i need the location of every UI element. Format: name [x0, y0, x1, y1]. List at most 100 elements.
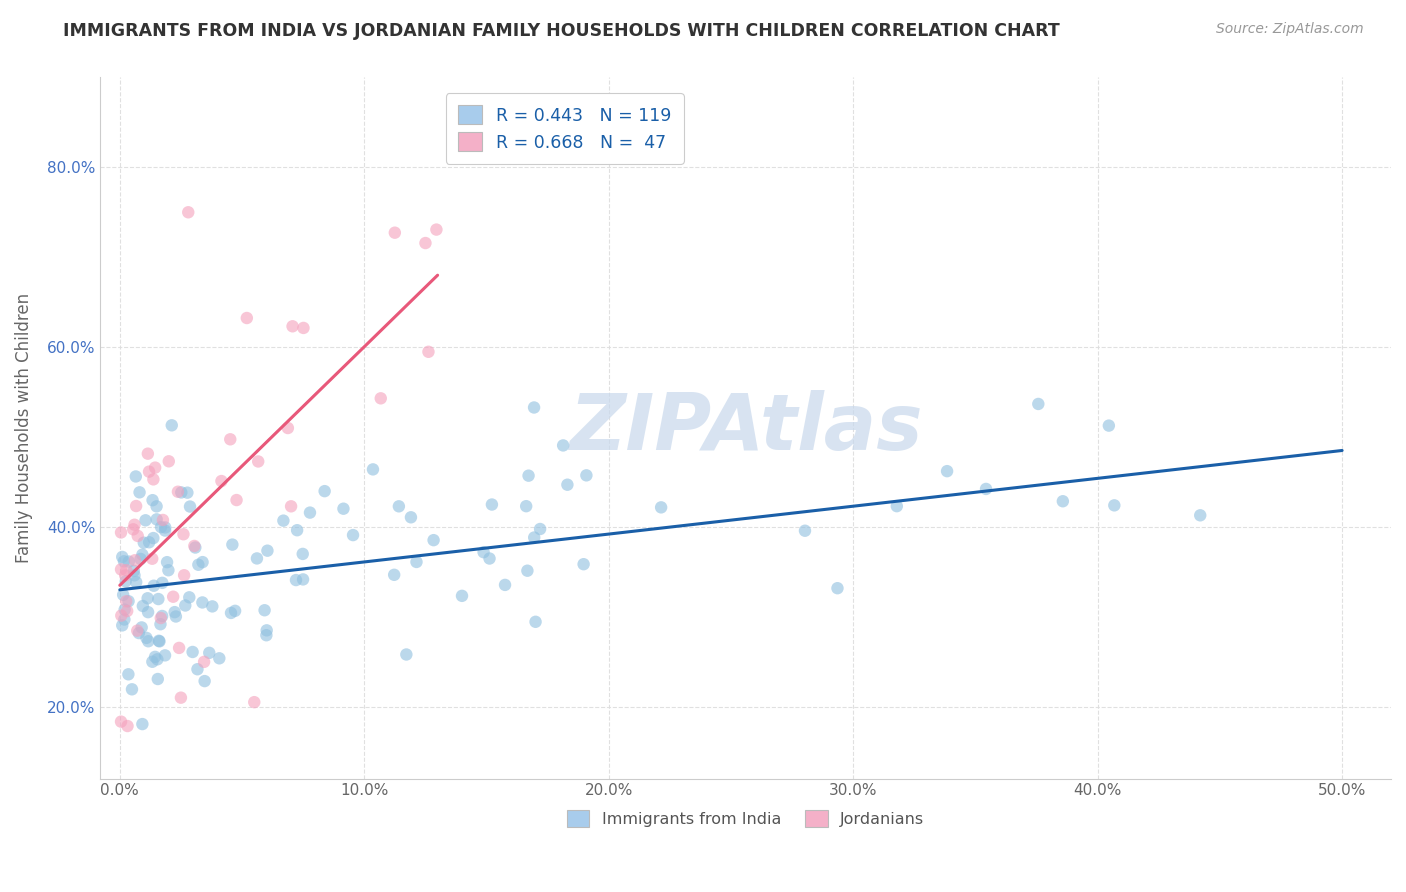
Point — [974, 482, 997, 496]
Point — [342, 528, 364, 542]
Point — [150, 575, 173, 590]
Point — [149, 611, 172, 625]
Point — [1026, 397, 1049, 411]
Point — [125, 499, 148, 513]
Point — [146, 652, 169, 666]
Point — [117, 667, 139, 681]
Point — [221, 538, 243, 552]
Point — [135, 631, 157, 645]
Point — [253, 603, 276, 617]
Point — [1189, 508, 1212, 523]
Point — [193, 655, 215, 669]
Point — [148, 592, 170, 607]
Text: ZIPAtlas: ZIPAtlas — [569, 390, 922, 466]
Point — [481, 498, 503, 512]
Point — [153, 524, 176, 538]
Point — [111, 549, 134, 564]
Point — [172, 527, 194, 541]
Text: Source: ZipAtlas.com: Source: ZipAtlas.com — [1216, 22, 1364, 37]
Point — [418, 344, 440, 359]
Point — [117, 594, 139, 608]
Point — [494, 578, 516, 592]
Point — [143, 649, 166, 664]
Point — [280, 500, 302, 514]
Point — [153, 648, 176, 663]
Point — [131, 548, 153, 562]
Point — [225, 493, 247, 508]
Point — [143, 460, 166, 475]
Point — [155, 520, 177, 534]
Point — [136, 634, 159, 648]
Point — [422, 533, 444, 548]
Point — [575, 468, 598, 483]
Point — [201, 599, 224, 614]
Point — [141, 551, 163, 566]
Point — [382, 567, 405, 582]
Point — [122, 522, 145, 536]
Point — [177, 205, 200, 219]
Point — [395, 648, 418, 662]
Point — [156, 555, 179, 569]
Point — [124, 568, 146, 582]
Point — [115, 563, 138, 577]
Point — [110, 608, 132, 623]
Point — [186, 662, 208, 676]
Point — [370, 392, 392, 406]
Point — [298, 506, 321, 520]
Point — [184, 541, 207, 555]
Point — [148, 633, 170, 648]
Point — [405, 555, 427, 569]
Point — [191, 555, 214, 569]
Point — [157, 454, 180, 468]
Point — [167, 640, 190, 655]
Point — [132, 599, 155, 613]
Point — [110, 562, 132, 576]
Point — [142, 493, 165, 508]
Point — [256, 543, 278, 558]
Point — [517, 468, 540, 483]
Point — [115, 604, 138, 618]
Point — [388, 500, 411, 514]
Point — [112, 554, 135, 568]
Point — [332, 501, 354, 516]
Point — [425, 222, 447, 236]
Point — [125, 575, 148, 590]
Point — [170, 690, 193, 705]
Point — [179, 591, 201, 605]
Point — [273, 514, 295, 528]
Point — [163, 605, 186, 619]
Point — [114, 568, 136, 582]
Point — [523, 401, 546, 415]
Point — [291, 547, 314, 561]
Point — [936, 464, 959, 478]
Point — [128, 485, 150, 500]
Point — [135, 513, 157, 527]
Legend: Immigrants from India, Jordanians: Immigrants from India, Jordanians — [561, 804, 931, 834]
Point — [148, 634, 170, 648]
Point — [794, 524, 817, 538]
Point — [219, 432, 242, 446]
Point — [127, 529, 149, 543]
Point — [1098, 418, 1121, 433]
Point — [125, 469, 148, 483]
Point — [415, 235, 437, 250]
Point — [112, 588, 135, 602]
Point — [236, 311, 259, 326]
Point — [208, 651, 231, 665]
Point — [146, 672, 169, 686]
Point — [314, 484, 336, 499]
Point — [557, 477, 579, 491]
Point — [165, 609, 187, 624]
Point — [516, 564, 538, 578]
Point — [145, 512, 167, 526]
Point — [162, 590, 184, 604]
Point — [224, 604, 246, 618]
Point — [142, 531, 165, 545]
Point — [281, 319, 304, 334]
Point — [131, 717, 153, 731]
Point — [247, 454, 270, 468]
Point — [529, 522, 551, 536]
Point — [886, 499, 908, 513]
Point — [127, 624, 149, 638]
Point — [478, 551, 501, 566]
